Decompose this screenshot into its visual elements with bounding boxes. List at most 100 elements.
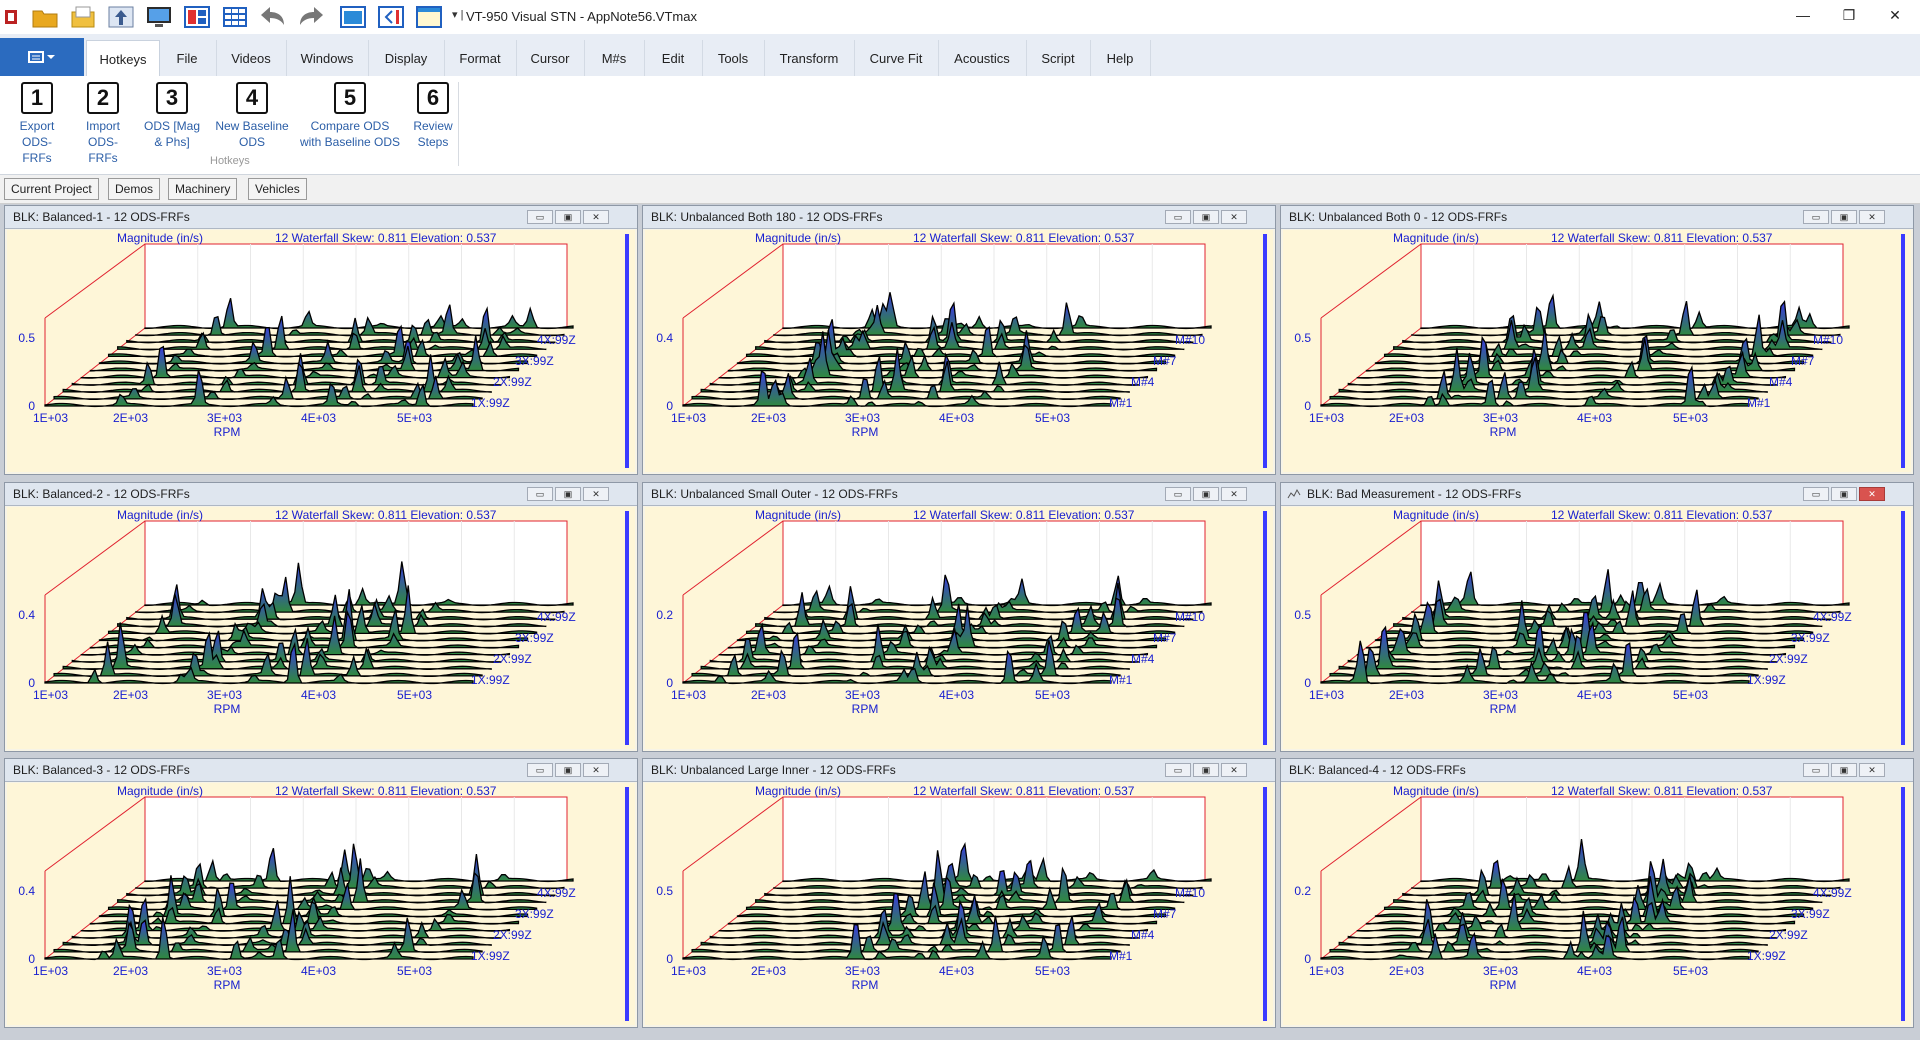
graph-close-button[interactable]: ✕	[1221, 487, 1247, 501]
graph-restore-button[interactable]: ▣	[555, 487, 581, 501]
hotkey-button-5[interactable]: 5 Compare ODS with Baseline ODS	[298, 82, 402, 150]
graph-close-button[interactable]: ✕	[1859, 210, 1885, 224]
graph-minimize-button[interactable]: ▭	[1803, 210, 1829, 224]
tab-file[interactable]: File	[158, 40, 217, 76]
graph-window-titlebar[interactable]: BLK: Unbalanced Small Outer - 12 ODS-FRF…	[643, 483, 1275, 506]
graph-window[interactable]: BLK: Balanced-1 - 12 ODS-FRFs ▭ ▣ ✕ Magnitud…	[4, 205, 638, 475]
graph-window-titlebar[interactable]: BLK: Unbalanced Both 0 - 12 ODS-FRFs ▭ ▣ ✕	[1281, 206, 1913, 229]
graph-window[interactable]: BLK: Bad Measurement - 12 ODS-FRFs ▭ ▣ ✕ Mag…	[1280, 482, 1914, 752]
close-button[interactable]: ✕	[1889, 6, 1901, 23]
graph-window[interactable]: BLK: Balanced-2 - 12 ODS-FRFs ▭ ▣ ✕ Magnitud…	[4, 482, 638, 752]
upload-icon[interactable]	[106, 3, 136, 31]
tab-format[interactable]: Format	[444, 40, 517, 76]
tab-acoustics[interactable]: Acoustics	[938, 40, 1027, 76]
waterfall-plot[interactable]: Magnitude (in/s) 12 Waterfall Skew: 0.811…	[7, 783, 635, 1025]
hotkey-button-1[interactable]: 1 Export ODS-FRFs	[8, 82, 66, 166]
tab-videos[interactable]: Videos	[216, 40, 287, 76]
graph-scrollbar[interactable]	[1263, 787, 1267, 1021]
graph-restore-button[interactable]: ▣	[1831, 210, 1857, 224]
minimize-button[interactable]: —	[1796, 7, 1810, 23]
waterfall-plot[interactable]: Magnitude (in/s) 12 Waterfall Skew: 0.811…	[1283, 783, 1911, 1025]
graph-minimize-button[interactable]: ▭	[527, 763, 553, 777]
graph-minimize-button[interactable]: ▭	[1165, 763, 1191, 777]
graph-restore-button[interactable]: ▣	[1831, 487, 1857, 501]
project-tab-vehicles[interactable]: Vehicles	[248, 178, 307, 200]
graph-window[interactable]: BLK: Balanced-4 - 12 ODS-FRFs ▭ ▣ ✕ Magnitud…	[1280, 758, 1914, 1028]
graph-restore-button[interactable]: ▣	[1193, 487, 1219, 501]
monitor-icon[interactable]	[144, 3, 174, 31]
graph-window[interactable]: BLK: Unbalanced Both 0 - 12 ODS-FRFs ▭ ▣ ✕ M…	[1280, 205, 1914, 475]
waterfall-plot[interactable]: Magnitude (in/s) 12 Waterfall Skew: 0.811…	[7, 230, 635, 472]
open-file-icon[interactable]	[68, 3, 98, 31]
waterfall-plot[interactable]: Magnitude (in/s) 12 Waterfall Skew: 0.811…	[1283, 507, 1911, 749]
waterfall-plot[interactable]: Magnitude (in/s) 12 Waterfall Skew: 0.811…	[645, 783, 1273, 1025]
toolbar-dropdown-icon[interactable]: ▾ |	[452, 9, 464, 21]
window-layout-icon[interactable]	[414, 3, 444, 31]
tab-cursor[interactable]: Cursor	[516, 40, 585, 76]
tab-help[interactable]: Help	[1090, 40, 1151, 76]
graph-minimize-button[interactable]: ▭	[1803, 763, 1829, 777]
graph-window-titlebar[interactable]: BLK: Balanced-1 - 12 ODS-FRFs ▭ ▣ ✕	[5, 206, 637, 229]
graph-close-button[interactable]: ✕	[1859, 487, 1885, 501]
tab-display[interactable]: Display	[368, 40, 445, 76]
graph-minimize-button[interactable]: ▭	[527, 210, 553, 224]
graph-window-titlebar[interactable]: BLK: Balanced-3 - 12 ODS-FRFs ▭ ▣ ✕	[5, 759, 637, 782]
graph-window-titlebar[interactable]: BLK: Balanced-4 - 12 ODS-FRFs ▭ ▣ ✕	[1281, 759, 1913, 782]
graph-restore-button[interactable]: ▣	[555, 763, 581, 777]
redo-icon[interactable]	[296, 3, 326, 31]
tab-hotkeys[interactable]: Hotkeys	[86, 40, 160, 78]
waterfall-plot[interactable]: Magnitude (in/s) 12 Waterfall Skew: 0.811…	[645, 507, 1273, 749]
graph-minimize-button[interactable]: ▭	[1165, 487, 1191, 501]
waterfall-plot[interactable]: Magnitude (in/s) 12 Waterfall Skew: 0.811…	[7, 507, 635, 749]
graph-minimize-button[interactable]: ▭	[527, 487, 553, 501]
graph-window-titlebar[interactable]: BLK: Unbalanced Large Inner - 12 ODS-FRF…	[643, 759, 1275, 782]
graph-window[interactable]: BLK: Unbalanced Both 180 - 12 ODS-FRFs ▭ ▣…	[642, 205, 1276, 475]
waterfall-plot[interactable]: Magnitude (in/s) 12 Waterfall Skew: 0.811…	[645, 230, 1273, 472]
graph-window[interactable]: BLK: Unbalanced Large Inner - 12 ODS-FRF…	[642, 758, 1276, 1028]
graph-scrollbar[interactable]	[625, 511, 629, 745]
graph-restore-button[interactable]: ▣	[555, 210, 581, 224]
undo-icon[interactable]	[258, 3, 288, 31]
graph-window[interactable]: BLK: Balanced-3 - 12 ODS-FRFs ▭ ▣ ✕ Magnitud…	[4, 758, 638, 1028]
graph-close-button[interactable]: ✕	[1221, 210, 1247, 224]
graph-window[interactable]: BLK: Unbalanced Small Outer - 12 ODS-FRF…	[642, 482, 1276, 752]
tab-windows[interactable]: Windows	[286, 40, 369, 76]
graph-close-button[interactable]: ✕	[583, 763, 609, 777]
graph-minimize-button[interactable]: ▭	[1165, 210, 1191, 224]
restore-button[interactable]: ❐	[1842, 6, 1856, 23]
maximize-window-icon[interactable]	[338, 3, 368, 31]
tab-curve-fit[interactable]: Curve Fit	[854, 40, 939, 76]
graph-restore-button[interactable]: ▣	[1193, 763, 1219, 777]
grid-view-icon[interactable]	[220, 3, 250, 31]
graph-scrollbar[interactable]	[1901, 511, 1905, 745]
hotkey-button-4[interactable]: 4 New Baseline ODS	[212, 82, 292, 150]
layout-panels-icon[interactable]	[182, 3, 212, 31]
tab-script[interactable]: Script	[1026, 40, 1091, 76]
graph-close-button[interactable]: ✕	[1221, 763, 1247, 777]
graph-scrollbar[interactable]	[1263, 234, 1267, 468]
hotkey-button-6[interactable]: 6 Review Steps	[408, 82, 458, 150]
collapse-panel-icon[interactable]	[376, 3, 406, 31]
graph-scrollbar[interactable]	[625, 787, 629, 1021]
graph-window-titlebar[interactable]: BLK: Unbalanced Both 180 - 12 ODS-FRFs ▭ ▣…	[643, 206, 1275, 229]
hotkey-button-2[interactable]: 2 Import ODS-FRFs	[74, 82, 132, 166]
open-folder-icon[interactable]	[30, 3, 60, 31]
graph-scrollbar[interactable]	[625, 234, 629, 468]
graph-scrollbar[interactable]	[1901, 234, 1905, 468]
graph-close-button[interactable]: ✕	[583, 487, 609, 501]
project-tab-machinery[interactable]: Machinery	[168, 178, 238, 200]
graph-scrollbar[interactable]	[1901, 787, 1905, 1021]
graph-minimize-button[interactable]: ▭	[1803, 487, 1829, 501]
graph-scrollbar[interactable]	[1263, 511, 1267, 745]
project-tab-demos[interactable]: Demos	[108, 178, 161, 200]
tab-m-s[interactable]: M#s	[584, 40, 645, 76]
waterfall-plot[interactable]: Magnitude (in/s) 12 Waterfall Skew: 0.811…	[1283, 230, 1911, 472]
graph-close-button[interactable]: ✕	[1859, 763, 1885, 777]
graph-close-button[interactable]: ✕	[583, 210, 609, 224]
graph-restore-button[interactable]: ▣	[1193, 210, 1219, 224]
tab-edit[interactable]: Edit	[644, 40, 703, 76]
project-tab-current-project[interactable]: Current Project	[4, 178, 99, 200]
hotkey-button-3[interactable]: 3 ODS [Mag & Phs]	[140, 82, 204, 150]
graph-restore-button[interactable]: ▣	[1831, 763, 1857, 777]
graph-window-titlebar[interactable]: BLK: Bad Measurement - 12 ODS-FRFs ▭ ▣ ✕	[1281, 483, 1913, 506]
